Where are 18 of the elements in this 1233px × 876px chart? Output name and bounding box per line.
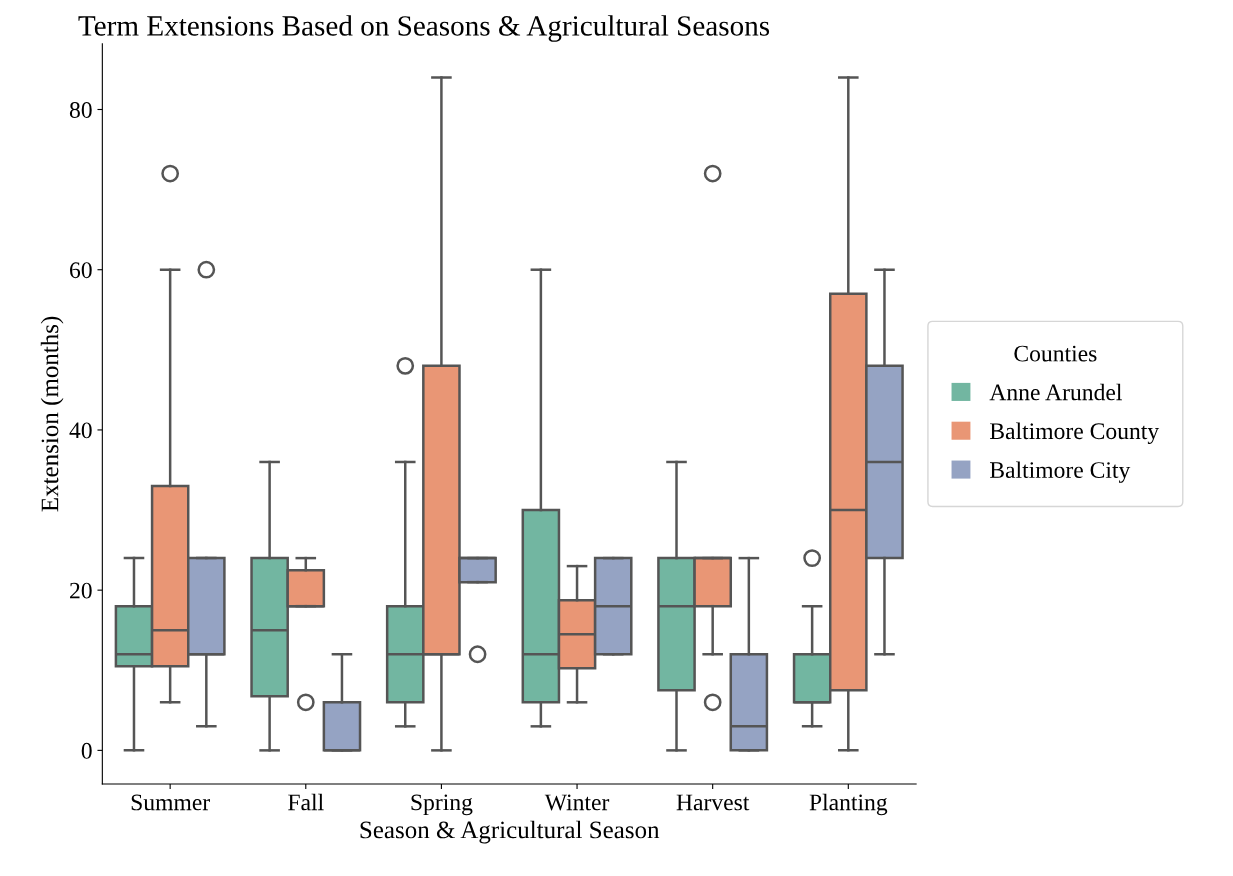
- x-tick-label: Winter: [544, 794, 610, 811]
- y-tick-label: 60: [70, 262, 92, 279]
- x-tick-label: Fall: [288, 793, 324, 811]
- legend-label: Anne Arundel: [989, 383, 1122, 401]
- x-tick-label: Planting: [809, 793, 888, 816]
- legend-label: Baltimore County: [989, 422, 1160, 445]
- legend-label: Baltimore City: [989, 461, 1131, 483]
- y-tick-label: 0: [81, 742, 92, 759]
- chart-title: Term Extensions Based on Seasons & Agricultural Seasons: [78, 15, 770, 42]
- x-axis-title: Season & Agricultural Season: [360, 820, 660, 844]
- x-tick-label: Spring: [411, 794, 473, 816]
- legend-title: Counties: [1014, 345, 1097, 362]
- x-tick-label: Harvest: [676, 794, 750, 811]
- y-tick-label: 20: [70, 582, 92, 599]
- y-tick-label: 40: [69, 422, 92, 439]
- x-tick-label: Summer: [131, 794, 210, 811]
- y-tick-label: 80: [69, 101, 92, 118]
- y-axis-title: Extension (months): [40, 316, 64, 512]
